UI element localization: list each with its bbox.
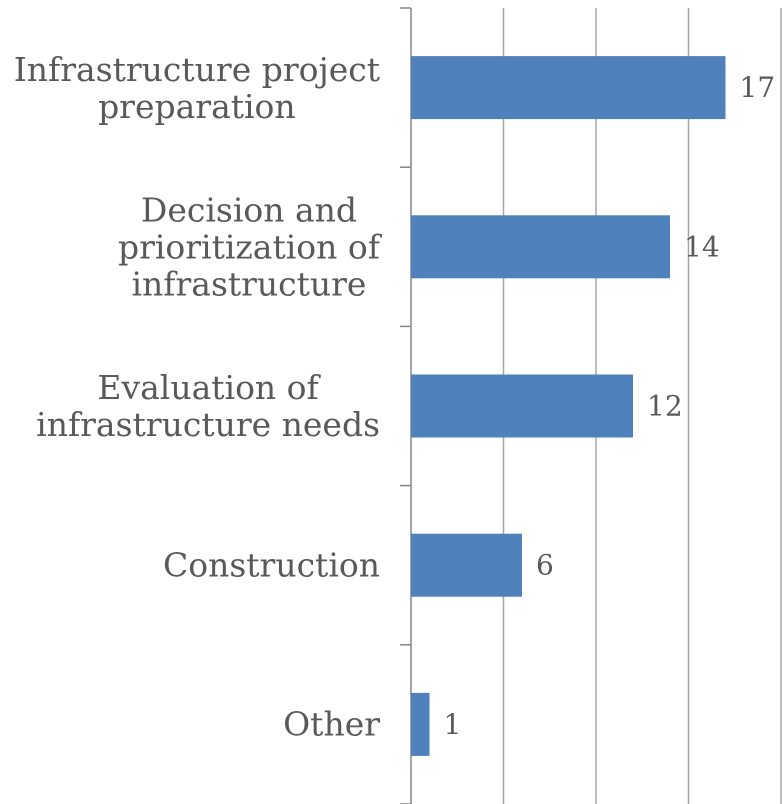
value-label: 14 — [684, 230, 720, 263]
bar — [411, 374, 633, 438]
y-tick-label: Construction — [162, 545, 380, 585]
bar — [411, 533, 522, 597]
y-tick-label: Other — [283, 704, 380, 744]
y-tick-label: Evaluation of infrastructure needs — [36, 368, 380, 444]
value-label: 12 — [647, 390, 683, 423]
value-label: 1 — [444, 708, 462, 741]
value-label: 6 — [536, 549, 554, 582]
category-label-box: Construction — [0, 547, 380, 584]
category-label-box: Infrastructure project preparation — [0, 51, 380, 125]
y-tick-label: Infrastructure project preparation — [13, 49, 380, 126]
category-label-box: Other — [0, 706, 380, 743]
bar — [411, 215, 670, 279]
bar — [411, 56, 726, 120]
bar — [411, 692, 430, 756]
y-tick-label: Decision and prioritization of infrastru… — [117, 190, 380, 304]
category-label-box: Evaluation of infrastructure needs — [0, 369, 380, 443]
value-label: 17 — [740, 71, 776, 104]
category-label-box: Decision and prioritization of infrastru… — [0, 191, 380, 302]
